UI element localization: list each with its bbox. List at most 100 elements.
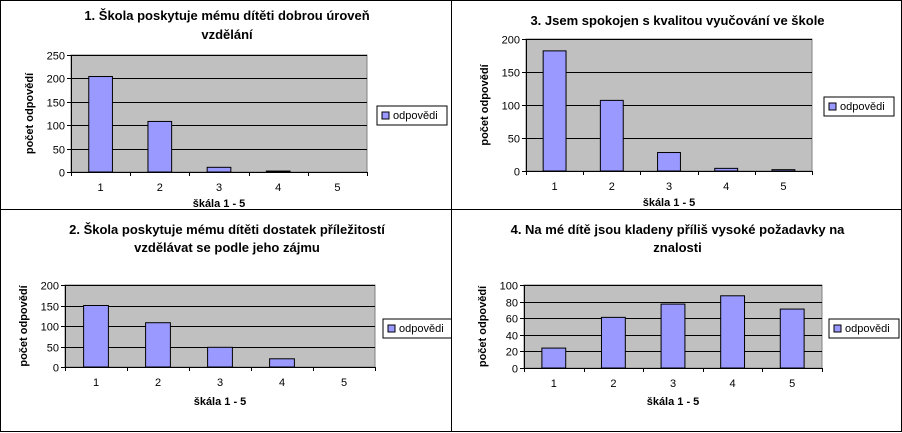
chart1-title-line-2: vzdělání [201, 27, 253, 42]
chart2-xtick-label: 2 [609, 181, 615, 193]
chart4-bar-5 [779, 308, 805, 369]
chart4-xtick-label: 2 [610, 378, 616, 390]
chart2-title-line-1: 3. Jsem spokojen s kvalitou vyučování ve… [530, 13, 824, 28]
chart1-ytick-label: 150 [47, 98, 65, 110]
chart1-ylabel: počet odpovědí [24, 72, 36, 154]
chart3-bar-2 [145, 322, 171, 368]
chart-svg-1: 1. Škola poskytuje mému dítěti dobrou úr… [24, 8, 448, 210]
chart1-xtick-label: 5 [334, 182, 340, 194]
chart1-xtick-label: 3 [216, 182, 222, 194]
chart4-bar-3 [660, 303, 686, 369]
chart4-legend-label: odpovědi [845, 323, 890, 335]
chart4-ytick-label: 100 [500, 281, 518, 293]
chart4-xtick-label: 5 [789, 378, 795, 390]
chart4-legend: odpovědi [828, 318, 900, 339]
chart-svg-2: 2. Škola poskytuje mému dítěti dostatek … [18, 222, 453, 408]
chart2-bar-5 [771, 169, 796, 172]
chart1-bar-1 [88, 76, 113, 173]
chart1-legend-swatch [381, 111, 390, 120]
chart1-title-line-1: 1. Škola poskytuje mému dítěti dobrou úr… [84, 8, 369, 23]
chart4-ytick-label: 20 [506, 347, 518, 359]
chart-panel-3: 3. Jsem spokojen s kvalitou vyučování ve… [451, 0, 902, 210]
chart1-ytick-label: 200 [47, 74, 65, 86]
chart3-xtick-label: 1 [93, 377, 99, 389]
chart1-ytick-label: 100 [47, 121, 65, 133]
chart3-xtick-label: 2 [155, 377, 161, 389]
chart-panel-2: 2. Škola poskytuje mému dítěti dostatek … [0, 209, 453, 432]
chart1-ytick-label: 0 [59, 168, 65, 180]
chart3-xtick-label: 5 [341, 377, 347, 389]
chart2-xtick-label: 3 [666, 181, 672, 193]
chart2-xtick-label: 4 [723, 181, 729, 193]
chart1-xlabel: škála 1 - 5 [193, 198, 246, 210]
chart4-legend-box [828, 318, 900, 339]
chart4-ylabel: počet odpovědí [477, 285, 489, 367]
chart4-ytick-label: 0 [512, 364, 518, 376]
chart2-bar-1 [542, 50, 567, 172]
chart4-xlabel: škála 1 - 5 [647, 396, 700, 408]
chart1-bar-4 [265, 170, 291, 173]
chart4-bar-4 [720, 295, 746, 369]
chart2-legend-box [823, 96, 895, 117]
chart1-bar-3 [206, 166, 232, 173]
chart2-bar-3 [657, 152, 681, 172]
chart4-ytick-label: 80 [506, 298, 518, 310]
chart3-xtick-label: 4 [279, 377, 285, 389]
chart4-xtick-label: 1 [551, 378, 557, 390]
chart4-title-line-2: znalosti [653, 240, 701, 255]
chart3-legend-box [382, 318, 453, 339]
chart4-title-line-1: 4. Na mé dítě jsou kladeny příliš vysoké… [511, 222, 846, 237]
chart3-bar-4 [269, 358, 295, 368]
chart3-title-line-1: 2. Škola poskytuje mému dítěti dostatek … [69, 222, 385, 237]
chart2-xtick-label: 1 [552, 181, 558, 193]
chart4-xtick-label: 3 [670, 378, 676, 390]
chart3-bar-1 [83, 305, 109, 368]
chart2-ytick-label: 50 [508, 134, 520, 146]
chart3-xtick-label: 3 [217, 377, 223, 389]
chart3-legend-swatch [387, 324, 396, 333]
chart2-legend-label: odpovědi [840, 101, 885, 113]
chart1-xtick-label: 4 [275, 182, 281, 194]
chart3-bar-3 [207, 346, 233, 368]
chart2-ytick-label: 100 [502, 101, 520, 113]
chart-panel-1: 1. Škola poskytuje mému dítěti dobrou úr… [0, 0, 452, 210]
chart2-xlabel: škála 1 - 5 [643, 197, 696, 209]
chart3-title-line-2: vzdělávat se podle jeho zájmu [134, 240, 320, 255]
chart4-xtick-label: 4 [730, 378, 736, 390]
chart2-xtick-label: 5 [780, 181, 786, 193]
chart3-ytick-label: 200 [41, 281, 59, 293]
chart1-legend-label: odpovědi [393, 110, 438, 122]
chart3-ytick-label: 100 [41, 322, 59, 334]
chart2-ylabel: počet odpovědí [479, 63, 491, 145]
chart2-legend: odpovědi [823, 96, 895, 117]
chart4-legend-swatch [833, 324, 842, 333]
chart1-bar-2 [147, 120, 173, 173]
chart-svg-4: 4. Na mé dítě jsou kladeny příliš vysoké… [477, 222, 900, 408]
chart3-ytick-label: 0 [53, 363, 59, 375]
chart4-bar-2 [600, 316, 626, 369]
chart3-xlabel: škála 1 - 5 [194, 396, 247, 408]
chart2-legend-swatch [828, 102, 837, 111]
chart1-legend-box [376, 105, 448, 126]
chart1-plot-area [70, 54, 368, 173]
chart2-ytick-label: 200 [502, 35, 520, 47]
chart2-ytick-label: 0 [514, 167, 520, 179]
chart3-legend-label: odpovědi [399, 323, 444, 335]
chart4-ytick-label: 60 [506, 314, 518, 326]
chart4-bar-1 [541, 347, 567, 369]
chart3-legend: odpovědi [382, 318, 453, 339]
chart3-ytick-label: 50 [47, 343, 59, 355]
chart4-ytick-label: 40 [506, 331, 518, 343]
chart2-ytick-label: 150 [502, 68, 520, 80]
chart2-bar-4 [714, 167, 739, 172]
chart2-bar-2 [599, 99, 624, 172]
chart1-legend: odpovědi [376, 105, 448, 126]
chart1-xtick-label: 1 [98, 182, 104, 194]
chart-panel-4: 4. Na mé dítě jsou kladeny příliš vysoké… [451, 209, 902, 432]
chart3-ytick-label: 150 [41, 302, 59, 314]
chart1-ytick-label: 50 [53, 145, 65, 157]
chart-svg-3: 3. Jsem spokojen s kvalitou vyučování ve… [479, 13, 895, 209]
chart1-xtick-label: 2 [157, 182, 163, 194]
chart1-ytick-label: 250 [47, 51, 65, 63]
